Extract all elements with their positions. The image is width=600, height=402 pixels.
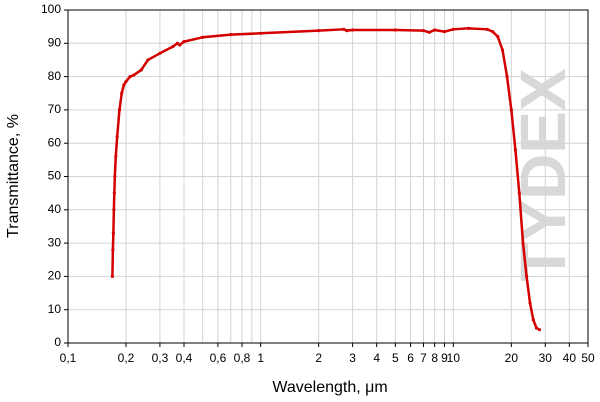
data-point xyxy=(509,108,513,112)
data-point xyxy=(451,27,455,31)
data-point xyxy=(505,75,509,79)
x-tick-label: 8 xyxy=(431,351,438,365)
data-point xyxy=(158,51,162,55)
data-point xyxy=(124,79,128,84)
data-point xyxy=(111,248,115,252)
data-point xyxy=(531,318,535,322)
data-point xyxy=(433,28,437,32)
data-point xyxy=(175,41,180,45)
x-tick-label: 6 xyxy=(407,351,414,365)
y-tick-label: 90 xyxy=(48,35,62,49)
plot-frame xyxy=(67,9,589,344)
x-tick-label: 9 xyxy=(441,351,448,365)
y-tick-label: 80 xyxy=(48,69,62,83)
data-point xyxy=(496,35,500,39)
data-point xyxy=(113,174,117,179)
y-tick-label: 60 xyxy=(48,135,62,149)
x-tick-label: 50 xyxy=(581,351,595,365)
x-tick-label: 2 xyxy=(315,351,322,365)
data-point xyxy=(139,68,143,72)
x-tick-label: 1 xyxy=(257,351,264,365)
x-tick-label: 10 xyxy=(447,351,461,365)
x-tick-label: 4 xyxy=(373,351,380,365)
data-point xyxy=(132,73,136,77)
data-point xyxy=(122,83,126,87)
x-tick-label: 0,4 xyxy=(176,351,193,365)
data-point xyxy=(500,48,505,52)
data-point xyxy=(146,58,150,62)
data-point xyxy=(201,35,205,39)
data-point xyxy=(485,27,489,31)
data-point xyxy=(171,45,175,49)
data-point xyxy=(259,31,263,35)
data-point xyxy=(345,29,349,33)
data-point xyxy=(112,191,116,195)
x-tick-label: 0,3 xyxy=(152,351,169,365)
x-tick-label: 7 xyxy=(420,351,427,365)
y-tick-label: 0 xyxy=(54,335,61,349)
data-point xyxy=(534,326,539,330)
x-tick-label: 3 xyxy=(349,351,356,365)
data-point xyxy=(393,28,397,32)
y-tick-label: 30 xyxy=(48,235,62,249)
data-point xyxy=(521,241,525,245)
data-point xyxy=(528,301,532,305)
y-tick-label: 40 xyxy=(48,202,62,216)
x-tick-label: 20 xyxy=(505,351,519,365)
x-tick-label: 40 xyxy=(563,351,577,365)
data-point xyxy=(128,75,132,79)
data-point xyxy=(110,274,114,278)
x-tick-label: 5 xyxy=(392,351,399,365)
y-tick-label: 100 xyxy=(41,2,61,16)
x-tick-label: 30 xyxy=(539,351,553,365)
data-point xyxy=(114,154,118,159)
data-point xyxy=(517,191,521,195)
data-point xyxy=(524,274,529,278)
data-point xyxy=(229,33,233,37)
data-point xyxy=(491,30,495,34)
y-tick-label: 50 xyxy=(48,169,62,183)
data-point xyxy=(178,43,182,47)
data-point xyxy=(112,208,116,212)
data-point xyxy=(466,26,471,30)
x-tick-label: 0,1 xyxy=(60,351,77,365)
data-point xyxy=(111,231,115,235)
x-tick-label: 0,6 xyxy=(210,351,227,365)
y-tick-label: 70 xyxy=(48,102,62,116)
data-point xyxy=(115,134,119,139)
data-point xyxy=(350,28,355,32)
x-tick-label: 0,8 xyxy=(234,351,251,365)
y-axis-title: Transmittance, % xyxy=(5,114,22,238)
data-point xyxy=(427,30,431,34)
x-axis-title: Wavelength, μm xyxy=(272,379,387,396)
y-tick-label: 10 xyxy=(48,302,62,316)
data-point xyxy=(342,27,346,31)
data-point xyxy=(421,29,426,33)
data-point xyxy=(442,30,447,34)
data-point xyxy=(182,40,186,44)
y-tick-label: 20 xyxy=(48,269,62,283)
data-line xyxy=(111,27,541,331)
data-point xyxy=(120,91,124,95)
data-point xyxy=(117,108,122,112)
data-point xyxy=(317,29,321,33)
x-tick-label: 0,2 xyxy=(118,351,135,365)
data-point xyxy=(537,328,542,332)
data-point xyxy=(513,148,518,152)
